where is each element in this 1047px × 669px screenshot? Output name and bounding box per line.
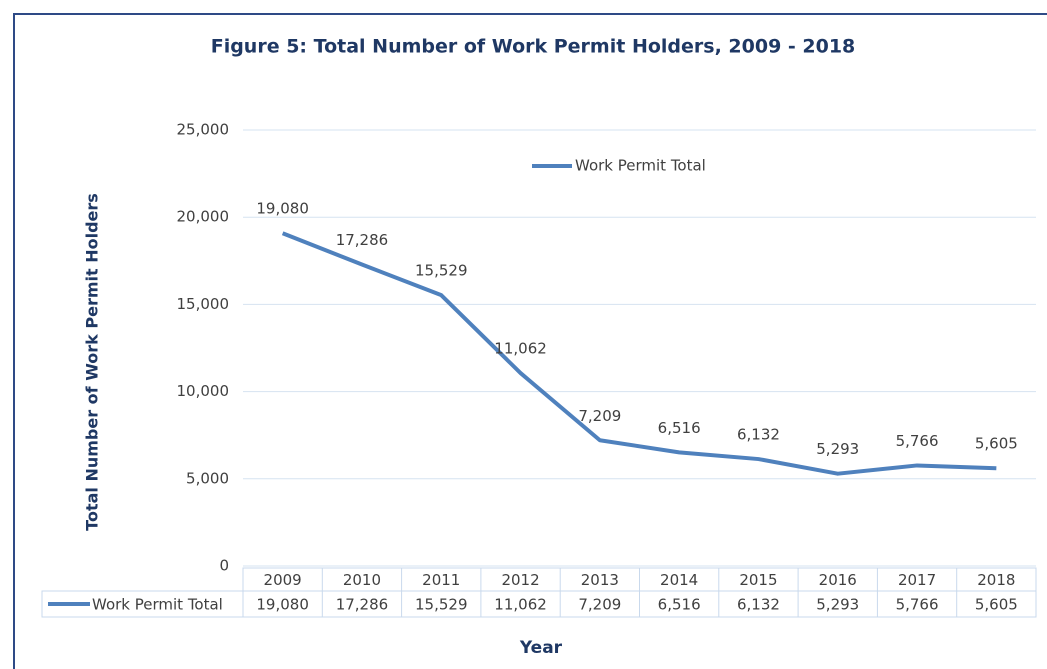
- x-tick-label: 2017: [898, 571, 936, 589]
- legend-label: Work Permit Total: [575, 157, 706, 175]
- x-tick-label: 2011: [422, 571, 460, 589]
- data-label: 5,766: [896, 432, 939, 450]
- chart-title: Figure 5: Total Number of Work Permit Ho…: [211, 36, 856, 58]
- data-label: 6,132: [737, 426, 780, 444]
- series-line: [281, 231, 997, 476]
- table-value: 11,062: [494, 596, 547, 614]
- table-value: 5,293: [816, 596, 859, 614]
- table-value: 5,605: [975, 596, 1018, 614]
- table-value: 7,209: [578, 596, 621, 614]
- x-tick-label: 2009: [264, 571, 302, 589]
- x-axis-title: Year: [519, 638, 563, 658]
- data-label: 11,062: [494, 340, 547, 358]
- table-value: 5,766: [896, 596, 939, 614]
- x-tick-label: 2018: [977, 571, 1015, 589]
- x-tick-label: 2013: [581, 571, 619, 589]
- y-tick-label: 15,000: [177, 295, 230, 313]
- x-tick-label: 2015: [739, 571, 777, 589]
- data-label: 19,080: [256, 200, 309, 218]
- y-tick-label: 20,000: [177, 208, 230, 226]
- x-tick-label: 2012: [501, 571, 539, 589]
- table-value: 19,080: [256, 596, 309, 614]
- table-series-name: Work Permit Total: [92, 596, 223, 614]
- data-label: 15,529: [415, 262, 468, 280]
- table-value: 6,516: [658, 596, 701, 614]
- data-label: 5,605: [975, 435, 1018, 453]
- table-value: 17,286: [336, 596, 389, 614]
- data-label: 6,516: [658, 419, 701, 437]
- table-value: 15,529: [415, 596, 468, 614]
- data-label: 17,286: [336, 231, 389, 249]
- table-border: [41, 590, 1037, 618]
- x-tick-label: 2014: [660, 571, 698, 589]
- y-tick-label: 10,000: [177, 382, 230, 400]
- y-tick-label: 0: [219, 557, 229, 575]
- data-label: 5,293: [816, 440, 859, 458]
- y-axis-title: Total Number of Work Permit Holders: [83, 193, 102, 531]
- data-label: 7,209: [578, 407, 621, 425]
- frame: [13, 13, 1047, 669]
- x-tick-label: 2016: [819, 571, 857, 589]
- table-value: 6,132: [737, 596, 780, 614]
- y-tick-label: 5,000: [186, 469, 229, 487]
- y-tick-label: 25,000: [177, 121, 230, 139]
- x-tick-label: 2010: [343, 571, 381, 589]
